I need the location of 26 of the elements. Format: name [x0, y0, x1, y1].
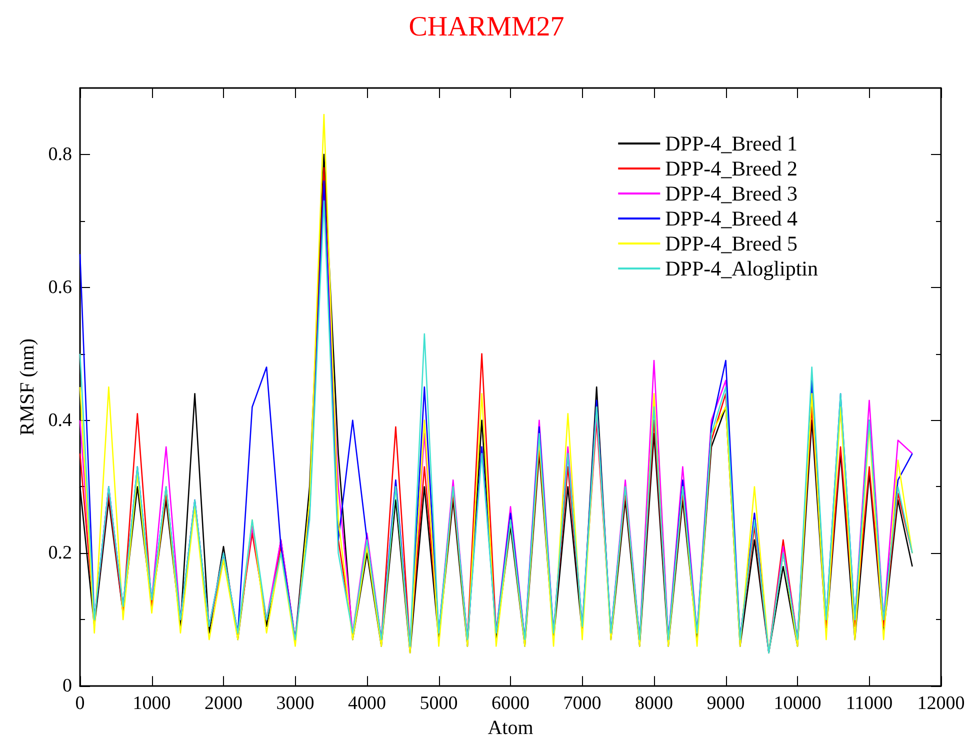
- legend-label: DPP-4_Breed 5: [665, 232, 798, 256]
- x-tick-label: 10000: [774, 693, 822, 714]
- x-tick-label: 11000: [846, 693, 893, 714]
- x-tick-label: 5000: [420, 693, 458, 714]
- x-tick-label: 3000: [276, 693, 314, 714]
- x-tick-label: 1000: [132, 693, 171, 714]
- y-tick-label: 0: [62, 676, 72, 697]
- x-tick-label: 8000: [635, 693, 673, 714]
- y-tick-label: 0.8: [48, 144, 72, 165]
- chart-title: CHARMM27: [408, 12, 564, 42]
- x-tick-label: 2000: [204, 693, 242, 714]
- y-tick-label: 0.2: [48, 542, 72, 564]
- legend-label: DPP-4_Breed 4: [665, 206, 798, 230]
- y-tick-label: 0.6: [48, 276, 72, 298]
- x-tick-label: 12000: [917, 693, 965, 714]
- legend-label: DPP-4_Breed 3: [665, 182, 798, 206]
- x-axis-title: Atom: [488, 717, 534, 739]
- legend-label: DPP-4_Alogliptin: [665, 256, 818, 280]
- y-axis-title: RMSF (nm): [16, 338, 38, 436]
- legend-label: DPP-4_Breed 2: [665, 156, 798, 180]
- y-tick-label: 0.4: [48, 410, 72, 431]
- x-tick-label: 6000: [492, 693, 530, 714]
- x-tick-label: 9000: [706, 693, 745, 714]
- x-tick-label: 4000: [348, 693, 386, 714]
- legend-label: DPP-4_Breed 1: [665, 132, 798, 156]
- x-tick-label: 7000: [563, 693, 602, 714]
